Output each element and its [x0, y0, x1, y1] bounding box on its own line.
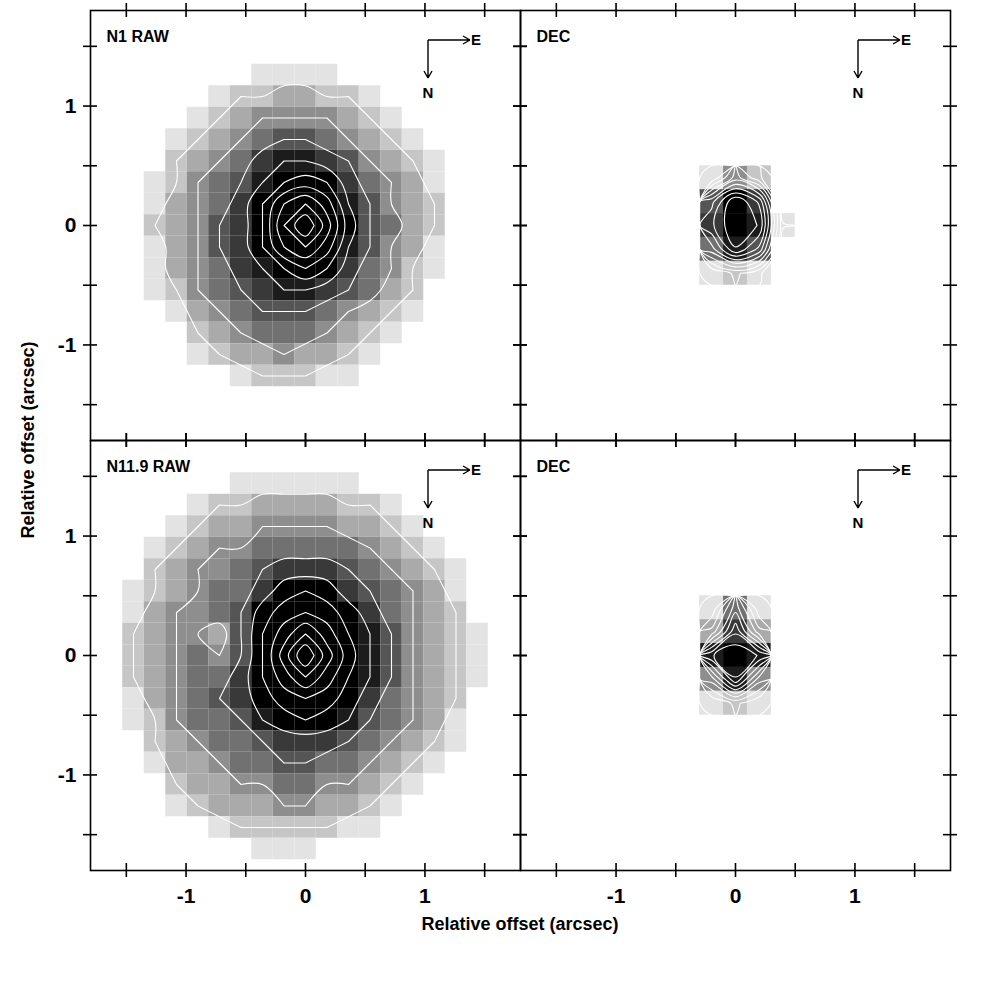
svg-text:DEC: DEC [537, 28, 571, 45]
svg-text:0: 0 [730, 884, 742, 907]
svg-text:N11.9 RAW: N11.9 RAW [107, 458, 191, 475]
svg-text:-1: -1 [58, 763, 77, 786]
svg-text:N: N [853, 84, 864, 101]
svg-text:1: 1 [65, 524, 77, 547]
svg-text:-1: -1 [58, 333, 77, 356]
svg-text:-1: -1 [177, 884, 196, 907]
svg-text:E: E [901, 31, 911, 48]
svg-text:E: E [471, 31, 481, 48]
svg-text:1: 1 [849, 884, 861, 907]
svg-text:E: E [901, 461, 911, 478]
svg-text:1: 1 [65, 94, 77, 117]
svg-text:E: E [471, 461, 481, 478]
svg-text:0: 0 [65, 213, 77, 236]
svg-text:DEC: DEC [537, 458, 571, 475]
svg-text:N1 RAW: N1 RAW [107, 28, 170, 45]
svg-text:-1: -1 [607, 884, 626, 907]
svg-text:N: N [423, 84, 434, 101]
svg-text:0: 0 [65, 643, 77, 666]
svg-text:0: 0 [300, 884, 312, 907]
html-text:Relative offset (arcsec): Relative offset (arcsec) [18, 341, 38, 539]
svg-text:N: N [423, 514, 434, 531]
html-text:Relative offset (arcsec): Relative offset (arcsec) [421, 914, 619, 934]
svg-text:N: N [853, 514, 864, 531]
svg-text:1: 1 [419, 884, 431, 907]
